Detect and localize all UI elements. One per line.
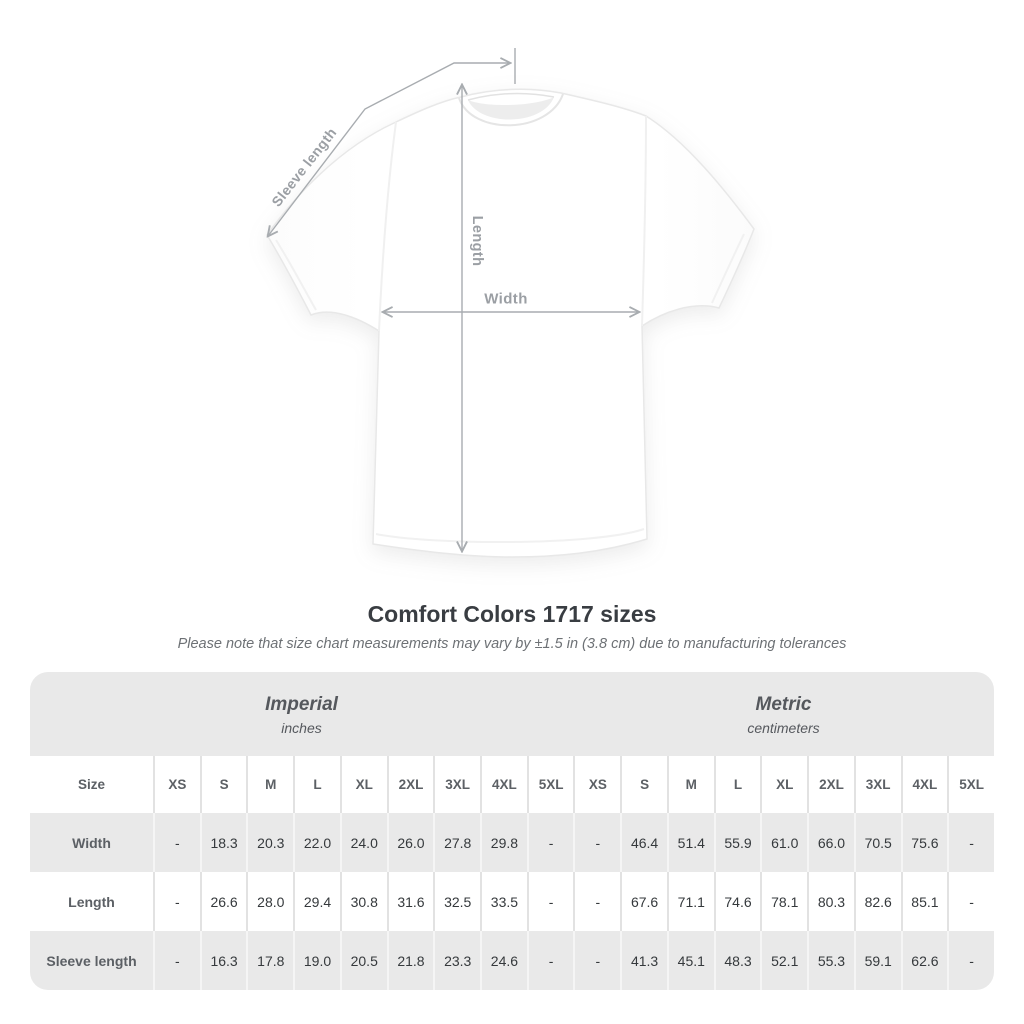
imperial-unit-label: inches — [281, 720, 322, 736]
value-imperial-2xl: 31.6 — [386, 872, 434, 931]
value-metric-5xl: - — [947, 813, 994, 872]
tolerance-note: Please note that size chart measurements… — [177, 636, 847, 652]
size-chart-table: Imperial inches Metric centimeters Size X… — [30, 672, 994, 990]
measurement-arrows — [268, 48, 639, 551]
value-metric-s: 67.6 — [620, 872, 667, 931]
value-metric-3xl: 59.1 — [853, 931, 901, 990]
value-imperial-xl: 24.0 — [339, 813, 387, 872]
value-imperial-xl: 20.5 — [339, 931, 387, 990]
row-label: Width — [72, 834, 111, 851]
sleeve-length-arrow — [268, 63, 510, 236]
imperial-header-label: Imperial — [265, 694, 338, 715]
value-metric-4xl: 62.6 — [900, 931, 948, 990]
row-label: Length — [68, 893, 115, 910]
value-metric-4xl: 85.1 — [900, 872, 948, 931]
value-imperial-m: 28.0 — [246, 872, 293, 931]
size-header-imperial-s: S — [199, 756, 247, 813]
value-imperial-m: 17.8 — [246, 931, 293, 990]
value-metric-3xl: 82.6 — [853, 872, 901, 931]
value-imperial-2xl: 21.8 — [386, 931, 434, 990]
value-imperial-m: 20.3 — [246, 813, 293, 872]
value-imperial-4xl: 29.8 — [480, 813, 527, 872]
value-metric-xl: 61.0 — [760, 813, 807, 872]
tshirt-illustration — [266, 48, 755, 558]
value-metric-4xl: 75.6 — [900, 813, 948, 872]
value-metric-2xl: 66.0 — [807, 813, 854, 872]
size-header-imperial-4xl: 4XL — [480, 756, 527, 813]
value-imperial-4xl: 33.5 — [480, 872, 527, 931]
size-header-metric-xl: XL — [760, 756, 807, 813]
imperial-section-header: Imperial inches — [30, 672, 573, 756]
value-metric-xl: 52.1 — [760, 931, 807, 990]
measurement-row-length: Length -26.6 28.0 29.4 30.8 31.6 32.5 33.5- -67.… — [30, 872, 994, 931]
value-metric-xl: 78.1 — [760, 872, 807, 931]
metric-section-header: Metric centimeters — [573, 672, 994, 756]
size-column-header: Size — [77, 777, 105, 792]
value-imperial-2xl: 26.0 — [386, 813, 434, 872]
length-dimension-label: Length — [469, 215, 485, 267]
value-imperial-xl: 30.8 — [339, 872, 387, 931]
page-title: Comfort Colors 1717 sizes — [367, 601, 657, 627]
size-header-imperial-2xl: 2XL — [386, 756, 434, 813]
metric-header-label: Metric — [755, 694, 812, 715]
value-metric-s: 46.4 — [620, 813, 667, 872]
value-metric-m: 71.1 — [666, 872, 714, 931]
measurement-row-sleeve-length: Sleeve length -16.3 17.8 19.0 20.5 21.8 23.3 24… — [30, 931, 994, 990]
size-header-imperial-m: M — [246, 756, 293, 813]
row-label: Sleeve length — [46, 952, 137, 969]
size-header-metric-4xl: 4XL — [900, 756, 948, 813]
value-metric-5xl: - — [947, 872, 994, 931]
value-imperial-5xl: - — [526, 872, 574, 931]
value-metric-2xl: 80.3 — [807, 872, 854, 931]
value-imperial-s: 16.3 — [199, 931, 247, 990]
value-metric-l: 55.9 — [713, 813, 761, 872]
value-metric-m: 51.4 — [666, 813, 714, 872]
size-header-metric-xs: XS — [573, 756, 620, 813]
value-metric-s: 41.3 — [620, 931, 667, 990]
metric-unit-label: centimeters — [747, 720, 820, 736]
value-imperial-l: 22.0 — [293, 813, 340, 872]
value-imperial-xs: - — [153, 931, 200, 990]
value-imperial-4xl: 24.6 — [480, 931, 527, 990]
value-imperial-5xl: - — [526, 931, 574, 990]
measurement-row-width: Width -18.3 20.3 22.0 24.0 26.0 27.8 29.8- -46.4… — [30, 813, 994, 872]
value-imperial-3xl: 27.8 — [433, 813, 480, 872]
size-header-metric-l: L — [713, 756, 761, 813]
value-imperial-s: 18.3 — [199, 813, 247, 872]
chart-heading: Comfort Colors 1717 sizes Please note th… — [0, 601, 1024, 652]
tshirt-shape — [266, 88, 755, 558]
size-header-metric-2xl: 2XL — [807, 756, 854, 813]
value-imperial-l: 19.0 — [293, 931, 340, 990]
size-header-metric-m: M — [666, 756, 714, 813]
value-imperial-3xl: 32.5 — [433, 872, 480, 931]
value-metric-xs: - — [573, 931, 620, 990]
size-header-imperial-3xl: 3XL — [433, 756, 480, 813]
size-header-imperial-5xl: 5XL — [526, 756, 574, 813]
tshirt-measurement-diagram: Sleeve length Length Width — [266, 48, 755, 558]
size-header-imperial-xs: XS — [153, 756, 200, 813]
size-header-imperial-l: L — [293, 756, 340, 813]
unit-header-band: Imperial inches Metric centimeters — [30, 672, 994, 756]
value-metric-l: 74.6 — [713, 872, 761, 931]
size-header-metric-s: S — [620, 756, 667, 813]
value-imperial-s: 26.6 — [199, 872, 247, 931]
value-metric-5xl: - — [947, 931, 994, 990]
value-imperial-xs: - — [153, 813, 200, 872]
size-header-metric-5xl: 5XL — [947, 756, 994, 813]
value-metric-xs: - — [573, 872, 620, 931]
value-metric-2xl: 55.3 — [807, 931, 854, 990]
size-header-imperial-xl: XL — [339, 756, 387, 813]
size-header-metric-3xl: 3XL — [853, 756, 901, 813]
value-metric-m: 45.1 — [666, 931, 714, 990]
value-metric-3xl: 70.5 — [853, 813, 901, 872]
value-imperial-3xl: 23.3 — [433, 931, 480, 990]
value-imperial-5xl: - — [526, 813, 574, 872]
value-metric-l: 48.3 — [713, 931, 761, 990]
value-metric-xs: - — [573, 813, 620, 872]
width-dimension-label: Width — [484, 290, 528, 308]
size-header-row: Size XS S M L XL 2XL 3XL 4XL 5XL XS S M L XL 2XL 3XL 4XL 5… — [30, 756, 994, 813]
value-imperial-l: 29.4 — [293, 872, 340, 931]
value-imperial-xs: - — [153, 872, 200, 931]
